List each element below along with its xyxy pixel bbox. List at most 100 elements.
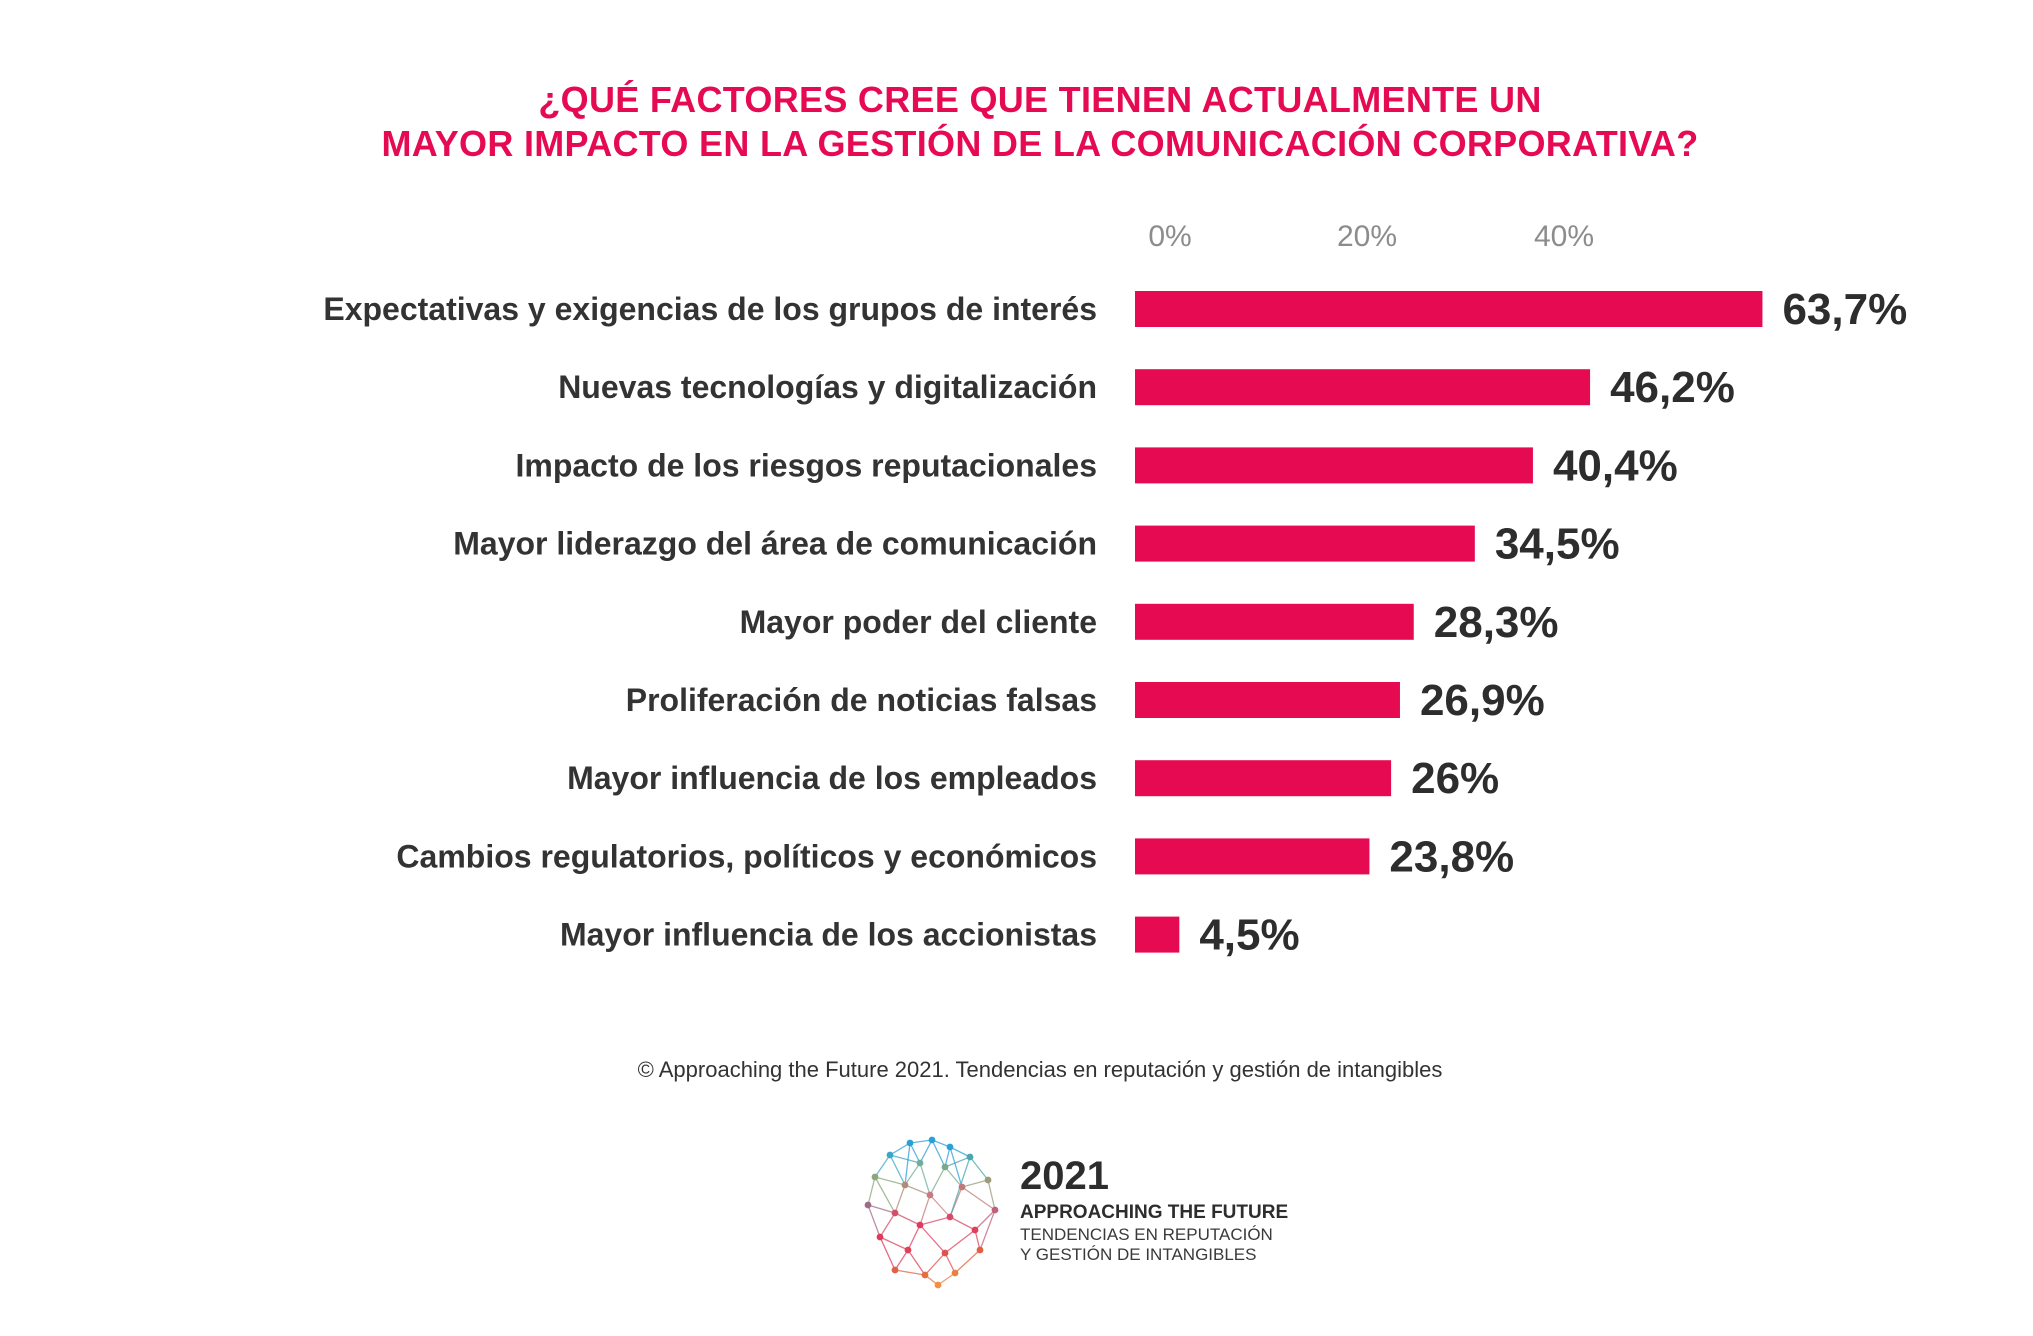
category-label: Expectativas y exigencias de los grupos … <box>323 291 1097 327</box>
globe-node <box>934 1281 942 1289</box>
category-label: Mayor liderazgo del área de comunicación <box>453 526 1097 562</box>
globe-edge <box>949 1146 963 1188</box>
globe-edge <box>949 1146 971 1158</box>
source-credit: © Approaching the Future 2021. Tendencia… <box>637 1057 1443 1082</box>
globe-node <box>876 1233 884 1241</box>
bar <box>1135 603 1414 640</box>
chart-title: ¿QUÉ FACTORES CREE QUE TIENEN ACTUALMENT… <box>0 78 2033 166</box>
globe-edge <box>919 1162 931 1196</box>
globe-edge <box>944 1229 976 1254</box>
globe-edge <box>874 1176 906 1186</box>
globe-edge <box>987 1179 996 1211</box>
globe-node <box>926 1191 934 1199</box>
globe-node <box>958 1183 966 1191</box>
bar <box>1135 291 1763 327</box>
globe-node <box>951 1269 959 1277</box>
bar <box>1135 447 1533 484</box>
globe-edge <box>969 1156 989 1181</box>
globe-edge <box>979 1209 996 1251</box>
globe-edge <box>904 1142 911 1186</box>
logo: 2021 APPROACHING THE FUTURE TENDENCIAS E… <box>850 1125 1330 1305</box>
category-label: Mayor poder del cliente <box>740 604 1097 640</box>
value-label: 34,5% <box>1495 520 1620 569</box>
globe-edge <box>874 1154 891 1178</box>
globe-node <box>886 1151 894 1159</box>
bar <box>1135 369 1591 406</box>
globe-edge <box>894 1249 909 1271</box>
globe-edge <box>907 1249 926 1276</box>
globe-node <box>941 1249 949 1257</box>
category-label: Mayor influencia de los accionistas <box>560 917 1097 953</box>
x-tick-label: 20% <box>1337 220 1397 253</box>
chart-title-line-2: MAYOR IMPACTO EN LA GESTIÓN DE LA COMUNI… <box>381 123 1699 164</box>
globe-node <box>946 1213 954 1221</box>
globe-edge <box>874 1176 896 1214</box>
logo-year: 2021 <box>1020 1154 1109 1198</box>
globe-node <box>916 1221 924 1229</box>
globe-node <box>984 1176 992 1184</box>
globe-node <box>966 1153 974 1161</box>
value-label: 23,8% <box>1389 832 1514 881</box>
globe-node <box>941 1163 949 1171</box>
bar <box>1135 916 1180 953</box>
globe-node <box>904 1246 912 1254</box>
category-label: Nuevas tecnologías y digitalización <box>558 369 1097 405</box>
value-label: 26,9% <box>1420 676 1545 725</box>
globe-node <box>891 1266 899 1274</box>
logo-subtitle-line-2: Y GESTIÓN DE INTANGIBLES <box>1020 1245 1257 1264</box>
globe-edge <box>867 1176 876 1206</box>
globe-edge <box>961 1179 989 1188</box>
globe-edge <box>879 1212 896 1238</box>
globe-edge <box>907 1224 921 1251</box>
globe-node <box>928 1136 936 1144</box>
globe-edge <box>931 1139 946 1168</box>
value-label: 40,4% <box>1553 441 1678 490</box>
globe-node <box>864 1201 872 1209</box>
category-label: Proliferación de noticias falsas <box>626 682 1097 718</box>
globe-edge <box>919 1139 933 1164</box>
globe-edge <box>909 1139 933 1144</box>
globe-edge <box>919 1216 951 1226</box>
globe-edge <box>974 1229 981 1251</box>
globe-node <box>891 1209 899 1217</box>
bar <box>1135 682 1400 718</box>
globe-edge <box>961 1186 996 1211</box>
globe-edge <box>929 1166 946 1196</box>
globe-edge <box>909 1142 921 1164</box>
globe-edge <box>867 1204 896 1214</box>
globe-edge <box>889 1142 911 1156</box>
logo-name: APPROACHING THE FUTURE <box>1020 1202 1289 1223</box>
logo-subtitle-line-1: TENDENCIAS EN REPUTACIÓN <box>1020 1225 1273 1244</box>
globe-edge <box>924 1252 946 1276</box>
network-globe-icon <box>864 1136 999 1289</box>
x-tick-label: 40% <box>1534 220 1594 253</box>
globe-node <box>946 1143 954 1151</box>
globe-edge <box>974 1209 996 1231</box>
value-label: 63,7% <box>1782 285 1907 334</box>
globe-edge <box>894 1212 921 1226</box>
globe-edge <box>929 1194 951 1218</box>
globe-edge <box>904 1184 931 1196</box>
bar-chart: 0% 20% 40% Expectativas y exigencias de los… <box>323 220 1907 960</box>
globe-edge <box>894 1184 906 1214</box>
globe-edge <box>937 1272 956 1286</box>
x-tick-label: 0% <box>1148 220 1191 253</box>
globe-node <box>921 1271 929 1279</box>
value-label: 46,2% <box>1610 363 1735 412</box>
chart-title-line-1: ¿QUÉ FACTORES CREE QUE TIENEN ACTUALMENT… <box>538 79 1542 120</box>
value-label: 4,5% <box>1199 911 1299 960</box>
globe-node <box>976 1246 984 1254</box>
globe-edge <box>944 1156 971 1168</box>
globe-edge <box>894 1269 926 1276</box>
value-label: 26% <box>1411 754 1499 803</box>
globe-edge <box>889 1154 906 1186</box>
globe-node <box>901 1181 909 1189</box>
globe-node <box>991 1206 999 1214</box>
globe-edge <box>879 1236 896 1271</box>
globe-edge <box>919 1194 931 1226</box>
category-label: Impacto de los riesgos reputacionales <box>515 447 1097 483</box>
category-label: Mayor influencia de los empleados <box>567 760 1097 796</box>
logo-text: 2021 APPROACHING THE FUTURE TENDENCIAS E… <box>1020 1155 1288 1265</box>
globe-edge <box>889 1154 921 1164</box>
globe-edge <box>944 1166 963 1188</box>
